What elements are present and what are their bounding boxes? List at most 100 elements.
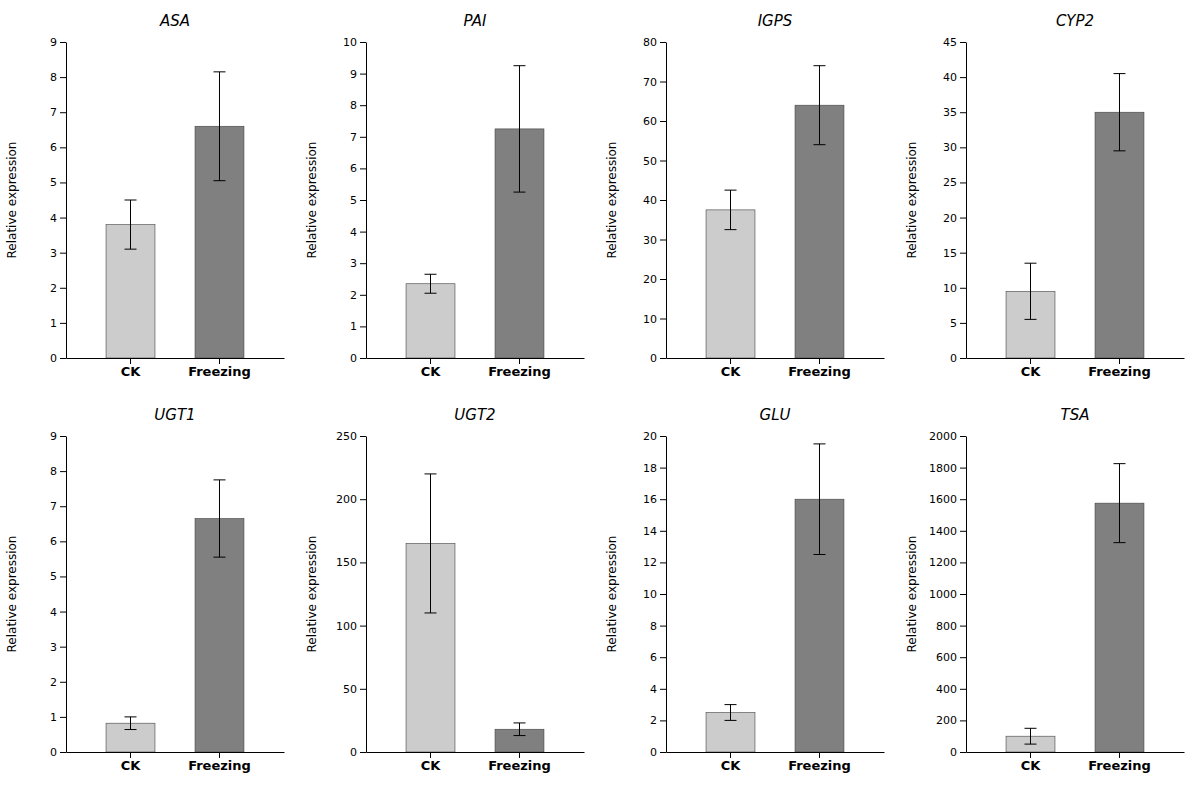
y-tick: 8 [50,71,66,84]
y-tick: 2000 [929,430,966,443]
tick-mark [360,326,366,327]
tick-mark [60,576,66,577]
tick-label: 4 [50,606,57,619]
x-tick: CK [721,752,742,773]
y-tick: 0 [350,352,366,365]
y-axis-title: Relative expression [5,536,19,653]
tick-label: 45 [943,36,957,49]
y-tick: 16 [643,493,666,506]
tick-mark [1119,752,1120,758]
y-tick: 1600 [929,493,966,506]
tick-mark [660,594,666,595]
tick-mark [960,288,966,289]
y-tick: 5 [350,194,366,207]
subplot: 0123456789CKFreezingASARelative expressi… [5,12,285,379]
tick-label: 70 [643,76,657,89]
y-tick: 6 [50,535,66,548]
y-tick: 10 [343,36,366,49]
tick-mark [60,752,66,753]
x-tick: CK [721,358,742,379]
y-tick: 12 [643,556,666,569]
tick-label: 1000 [929,588,957,601]
tick-label: 5 [50,176,57,189]
tick-label: CK [421,758,442,773]
bar [406,284,455,358]
axis-line [967,752,1185,753]
y-axis-title: Relative expression [305,536,319,653]
tick-label: Freezing [788,364,851,379]
plot-area [706,66,844,358]
x-axis: CK Freezing [667,358,885,379]
tick-label: 0 [350,746,357,759]
tick-label: 4 [50,212,57,225]
y-axis: 050100150200250 [336,430,367,759]
tick-mark [660,531,666,532]
tick-label: 1 [50,711,57,724]
tick-label: 2 [50,676,57,689]
plot-area [406,474,544,752]
tick-label: 9 [50,430,57,443]
y-tick: 1800 [929,462,966,475]
figure: 0123456789CKFreezingASARelative expressi… [0,0,1200,788]
tick-label: 8 [650,620,657,633]
y-tick: 0 [950,352,966,365]
tick-label: 1800 [929,462,957,475]
y-tick: 6 [650,651,666,664]
y-tick: 25 [943,176,966,189]
y-tick: 7 [350,131,366,144]
tick-label: Freezing [788,758,851,773]
tick-mark [360,263,366,264]
y-tick: 1000 [929,588,966,601]
y-tick: 7 [50,106,66,119]
y-tick: 200 [336,493,366,506]
tick-mark [660,752,666,753]
title: CYP2 [1056,12,1094,30]
tick-label: CK [421,364,442,379]
y-tick: 0 [650,352,666,365]
tick-mark [60,682,66,683]
tick-label: Freezing [188,758,251,773]
tick-label: 40 [643,194,657,207]
y-tick: 4 [50,212,66,225]
axis-line [667,752,885,753]
tick-label: Freezing [488,364,551,379]
tick-mark [360,200,366,201]
tick-mark [60,253,66,254]
x-axis: CKFreezing [967,358,1185,379]
plot-area [406,66,544,358]
tick-label: 10 [643,588,657,601]
tick-label: 1 [350,320,357,333]
tick-label: 10 [943,282,957,295]
axis-line [966,43,967,359]
error-bar [213,480,225,557]
tick-label: 50 [343,683,357,696]
tick-label: CK [1021,758,1042,773]
tick-label: 3 [350,257,357,270]
tick-mark [60,323,66,324]
tick-label: 400 [936,683,957,696]
axis-line [66,43,67,359]
tick-label: 18 [643,462,657,475]
tick-mark [219,358,220,364]
x-tick: CK [121,752,142,773]
tick-mark [660,468,666,469]
tick-label: 800 [936,620,957,633]
x-tick: Freezing [188,358,251,379]
tick-mark [360,295,366,296]
y-tick: 1200 [929,556,966,569]
y-tick: 8 [650,620,666,633]
axis-line [366,43,367,359]
x-tick: CK [421,358,442,379]
x-tick: Freezing [188,752,251,773]
tick-mark [960,752,966,753]
error-bar [125,717,137,730]
tick-mark [660,121,666,122]
tick-mark [660,499,666,500]
y-axis: 051015202530354045 [943,36,967,365]
tick-label: 20 [643,430,657,443]
y-tick: 600 [936,651,966,664]
tick-mark [660,358,666,359]
tick-label: 4 [350,226,357,239]
axis-line [666,43,667,359]
x-tick: CK [121,358,142,379]
